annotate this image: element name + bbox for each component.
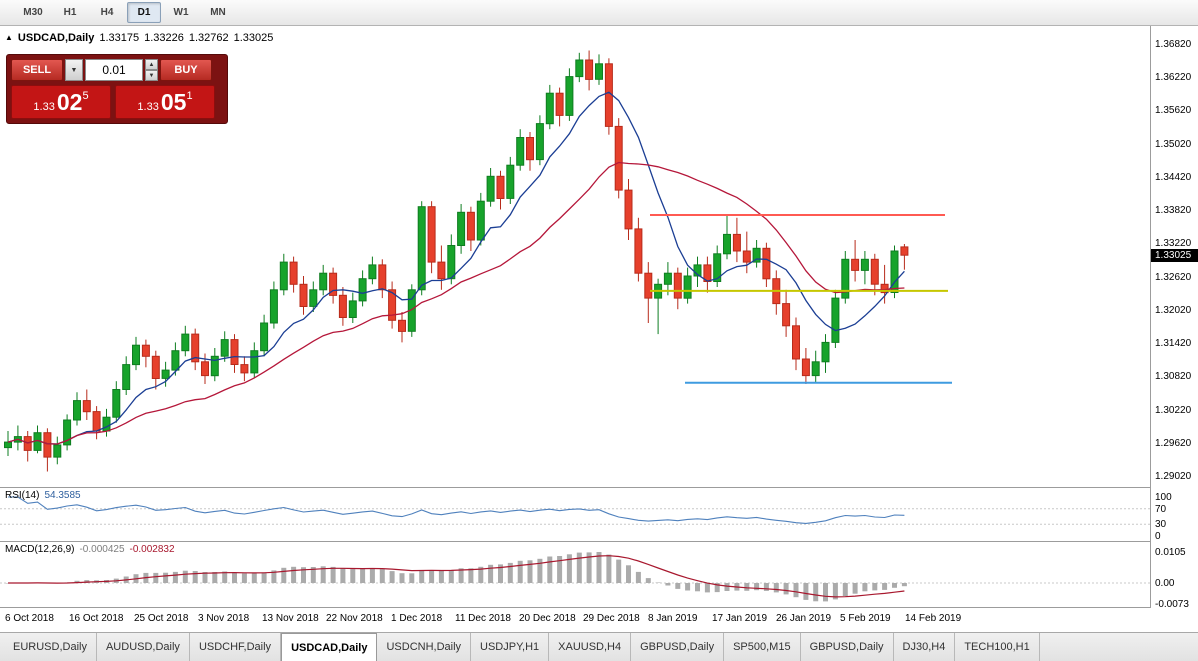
buy-price-prefix: 1.33 — [137, 101, 159, 113]
price-axis-label: 1.35620 — [1155, 105, 1192, 116]
ohlc-high: 1.33226 — [144, 32, 184, 44]
tab-xauusd-h4[interactable]: XAUUSD,H4 — [549, 633, 632, 661]
macd-signal-value: -0.002832 — [129, 544, 175, 555]
price-axis-label: 1.34420 — [1155, 172, 1192, 183]
date-axis-label: 14 Feb 2019 — [905, 613, 962, 624]
buy-button[interactable]: BUY — [160, 59, 212, 81]
current-price-badge: 1.33025 — [1151, 249, 1198, 262]
tab-usdcad-daily[interactable]: USDCAD,Daily — [281, 633, 378, 661]
price-axis-label: 1.33220 — [1155, 238, 1192, 249]
date-axis-label: 11 Dec 2018 — [455, 613, 511, 624]
chevron-down-icon: ▼ — [70, 66, 78, 74]
rsi-level-label: 70 — [1155, 504, 1167, 515]
buy-price-tile[interactable]: 1.33 05 1 — [115, 85, 215, 119]
volume-input[interactable] — [85, 59, 143, 81]
timeframe-button-h4[interactable]: H4 — [100, 7, 114, 18]
panel-splitter[interactable] — [0, 541, 1198, 542]
rsi-name: RSI(14) — [5, 490, 40, 501]
sell-price-sup: 5 — [82, 90, 89, 102]
timeframe-toolbar: M30 H1 H4 D1 W1 MN — [0, 0, 1198, 26]
rsi-level-label: 30 — [1155, 519, 1167, 530]
panel-splitter[interactable] — [0, 607, 1198, 608]
chart-symbol-period: USDCAD,Daily — [17, 32, 95, 44]
rsi-label: RSI(14) 54.3585 — [5, 490, 81, 501]
price-axis-label: 1.32620 — [1155, 272, 1192, 283]
date-axis-label: 26 Jan 2019 — [776, 613, 832, 624]
buy-price-sup: 1 — [186, 90, 193, 102]
price-axis-label: 1.29620 — [1155, 438, 1192, 449]
volume-increase-button[interactable]: ▲ — [145, 59, 158, 70]
price-scale[interactable]: 1.33025 1.36820 1.36220 1.35620 1.35020 1.34… — [1150, 26, 1198, 610]
price-axis-label: 1.32020 — [1155, 305, 1192, 316]
price-axis-label: 1.36820 — [1155, 39, 1192, 50]
date-axis-label: 29 Dec 2018 — [583, 613, 640, 624]
macd-label: MACD(12,26,9) -0.000425 -0.002832 — [5, 544, 175, 555]
date-axis-label: 6 Oct 2018 — [5, 613, 54, 624]
ohlc-close: 1.33025 — [233, 32, 274, 44]
date-axis-label: 22 Nov 2018 — [326, 613, 383, 624]
panel-splitter[interactable] — [0, 487, 1198, 488]
sell-price-tile[interactable]: 1.33 02 5 — [11, 85, 111, 119]
rsi-canvas[interactable] — [0, 488, 1150, 541]
rsi-level-label: 0 — [1155, 531, 1161, 542]
rsi-level-label: 100 — [1155, 492, 1172, 503]
rsi-panel[interactable]: RSI(14) 54.3585 — [0, 488, 1150, 541]
ohlc-low: 1.32762 — [188, 32, 229, 44]
date-axis-label: 25 Oct 2018 — [134, 613, 189, 624]
price-axis-label: 1.36220 — [1155, 72, 1192, 83]
one-click-trading-panel: SELL ▼ ▲ ▼ BUY 1.33 02 5 1.33 05 1 — [6, 54, 228, 124]
main-chart-canvas[interactable] — [0, 26, 1150, 487]
time-scale[interactable]: 6 Oct 2018 16 Oct 2018 25 Oct 2018 3 Nov 20… — [0, 608, 1150, 632]
buy-price-big: 05 — [160, 88, 187, 115]
date-axis-label: 16 Oct 2018 — [69, 613, 124, 624]
tab-usdchf-daily[interactable]: USDCHF,Daily — [190, 633, 282, 661]
macd-level-label: -0.0073 — [1155, 599, 1189, 610]
tab-gbpusd-daily[interactable]: GBPUSD,Daily — [631, 633, 725, 661]
macd-level-label: 0.0105 — [1155, 547, 1186, 558]
timeframe-button-w1[interactable]: W1 — [173, 7, 189, 18]
date-axis-label: 1 Dec 2018 — [391, 613, 443, 624]
ohlc-open: 1.33175 — [99, 32, 140, 44]
sell-button[interactable]: SELL — [11, 59, 63, 81]
macd-panel[interactable]: MACD(12,26,9) -0.000425 -0.002832 — [0, 542, 1150, 607]
tab-tech100-h1[interactable]: TECH100,H1 — [955, 633, 1040, 661]
timeframe-button-d1[interactable]: D1 — [127, 2, 161, 23]
main-chart-panel[interactable]: ▲ USDCAD,Daily 1.33175 1.33226 1.32762 1… — [0, 26, 1150, 487]
tab-sp500-m15[interactable]: SP500,M15 — [724, 633, 801, 661]
price-axis-label: 1.29020 — [1155, 471, 1192, 482]
price-axis-label: 1.33820 — [1155, 205, 1192, 216]
timeframe-button-h1[interactable]: H1 — [63, 7, 77, 18]
tab-usdjpy-h1[interactable]: USDJPY,H1 — [471, 633, 550, 661]
sell-price-prefix: 1.33 — [33, 101, 55, 113]
date-axis-label: 13 Nov 2018 — [262, 613, 319, 624]
tab-usdcnh-daily[interactable]: USDCNH,Daily — [377, 633, 472, 661]
price-axis-label: 1.30220 — [1155, 405, 1192, 416]
date-axis-label: 8 Jan 2019 — [648, 613, 698, 624]
tab-audusd-daily[interactable]: AUDUSD,Daily — [97, 633, 190, 661]
volume-dropdown-button[interactable]: ▼ — [65, 59, 83, 81]
date-axis-label: 5 Feb 2019 — [840, 613, 891, 624]
macd-main-value: -0.000425 — [79, 544, 125, 555]
volume-stepper: ▲ ▼ — [145, 59, 158, 81]
rsi-value: 54.3585 — [44, 490, 81, 501]
date-axis-label: 17 Jan 2019 — [712, 613, 768, 624]
price-axis-label: 1.30820 — [1155, 371, 1192, 382]
tab-eurusd-daily[interactable]: EURUSD,Daily — [4, 633, 97, 661]
tab-gbpusd-daily[interactable]: GBPUSD,Daily — [801, 633, 894, 661]
price-axis-label: 1.31420 — [1155, 338, 1192, 349]
timeframe-button-mn[interactable]: MN — [210, 7, 226, 18]
timeframe-button-m30[interactable]: M30 — [23, 7, 43, 18]
sell-price-big: 02 — [56, 88, 83, 115]
price-axis-label: 1.35020 — [1155, 139, 1192, 150]
tab-dj30-h4[interactable]: DJ30,H4 — [894, 633, 956, 661]
macd-name: MACD(12,26,9) — [5, 544, 75, 555]
volume-decrease-button[interactable]: ▼ — [145, 70, 158, 81]
chart-shift-marker-icon: ▲ — [5, 33, 13, 42]
macd-canvas[interactable] — [0, 542, 1150, 607]
macd-level-label: 0.00 — [1155, 578, 1175, 589]
chart-header: ▲ USDCAD,Daily 1.33175 1.33226 1.32762 1… — [5, 32, 273, 44]
symbol-tabs-bar: EURUSD,Daily AUDUSD,Daily USDCHF,Daily USDC… — [0, 632, 1198, 661]
date-axis-label: 3 Nov 2018 — [198, 613, 250, 624]
date-axis-label: 20 Dec 2018 — [519, 613, 576, 624]
